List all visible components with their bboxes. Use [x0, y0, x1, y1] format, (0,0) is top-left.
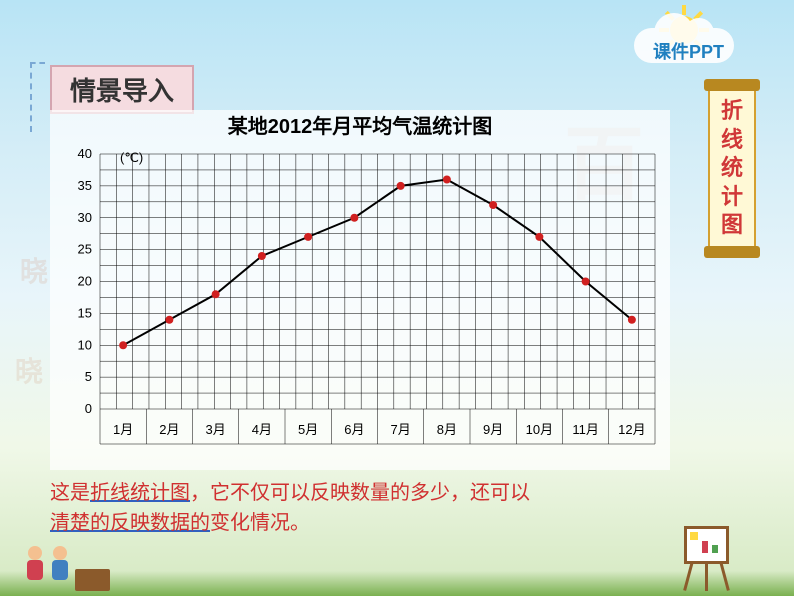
chart-container: 某地2012年月平均气温统计图 (℃) 0 5 10 15 20 25 30 35 40 1月 2月 3… [50, 110, 670, 470]
banner-char: 折 [710, 97, 754, 126]
svg-text:0: 0 [85, 401, 92, 416]
svg-text:1月: 1月 [113, 422, 133, 437]
title-box: 情景导入 [50, 65, 194, 114]
svg-text:25: 25 [78, 242, 92, 257]
line-chart-svg: (℃) 0 5 10 15 20 25 30 35 40 1月 2月 3月 4月 5月 6月 7月 8月 9月 10月… [50, 144, 670, 464]
svg-text:9月: 9月 [483, 422, 503, 437]
chart-title: 某地2012年月平均气温统计图 [50, 110, 670, 139]
kids-decoration [20, 531, 110, 591]
desc-underline1: 折线统计图 [90, 482, 190, 504]
description-text: 这是折线统计图，它不仅可以反映数量的多少，还可以清楚的反映数据的变化情况。 [50, 478, 690, 538]
grass-decoration [0, 571, 794, 596]
dashed-border-decoration [30, 62, 45, 132]
banner-char: 计 [710, 183, 754, 212]
svg-text:11月: 11月 [572, 422, 599, 437]
desc-part1: 这是 [50, 482, 90, 504]
easel-decoration [679, 526, 734, 591]
svg-text:15: 15 [78, 305, 92, 320]
banner-char: 线 [710, 126, 754, 155]
svg-text:20: 20 [78, 274, 92, 289]
svg-text:35: 35 [78, 178, 92, 193]
chart-area: (℃) 0 5 10 15 20 25 30 35 40 1月 2月 3月 4月 5月 6月 7月 8月 9月 10月… [50, 144, 670, 464]
svg-text:6月: 6月 [344, 422, 364, 437]
svg-text:5: 5 [85, 369, 92, 384]
svg-text:5月: 5月 [298, 422, 318, 437]
watermark: 晓 [20, 250, 48, 290]
svg-text:2月: 2月 [159, 422, 179, 437]
svg-text:4月: 4月 [252, 422, 272, 437]
svg-text:10: 10 [78, 337, 92, 352]
side-banner: 折 线 统 计 图 [708, 85, 756, 252]
svg-text:30: 30 [78, 210, 92, 225]
banner-char: 图 [710, 211, 754, 240]
svg-text:40: 40 [78, 146, 92, 161]
desc-part3: 变化情况。 [210, 512, 310, 534]
svg-text:(℃): (℃) [120, 150, 143, 165]
svg-text:10月: 10月 [526, 422, 553, 437]
svg-text:8月: 8月 [437, 422, 457, 437]
svg-text:12月: 12月 [618, 422, 645, 437]
header-text: 课件PPT [653, 38, 724, 64]
svg-text:7月: 7月 [391, 422, 411, 437]
desc-part2: ，它不仅可以反映数量的多少，还可以 [190, 482, 530, 504]
watermark: 晓 [15, 350, 43, 390]
svg-text:3月: 3月 [206, 422, 226, 437]
banner-char: 统 [710, 154, 754, 183]
